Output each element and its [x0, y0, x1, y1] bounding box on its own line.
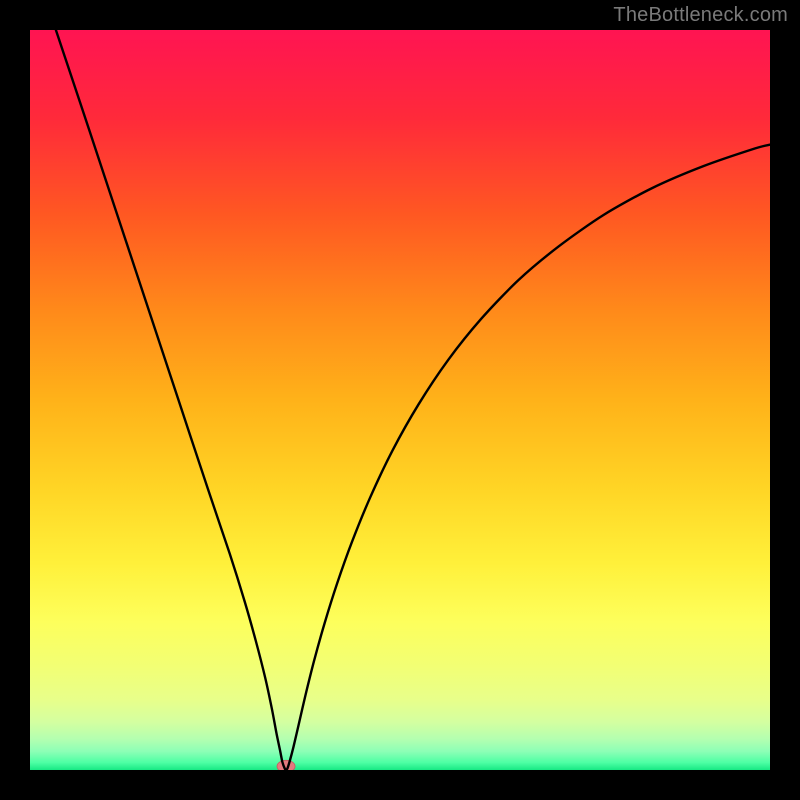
- curve-path: [56, 30, 770, 770]
- bottleneck-curve: [30, 30, 770, 770]
- plot-area: [30, 30, 770, 770]
- watermark-text: TheBottleneck.com: [613, 4, 788, 27]
